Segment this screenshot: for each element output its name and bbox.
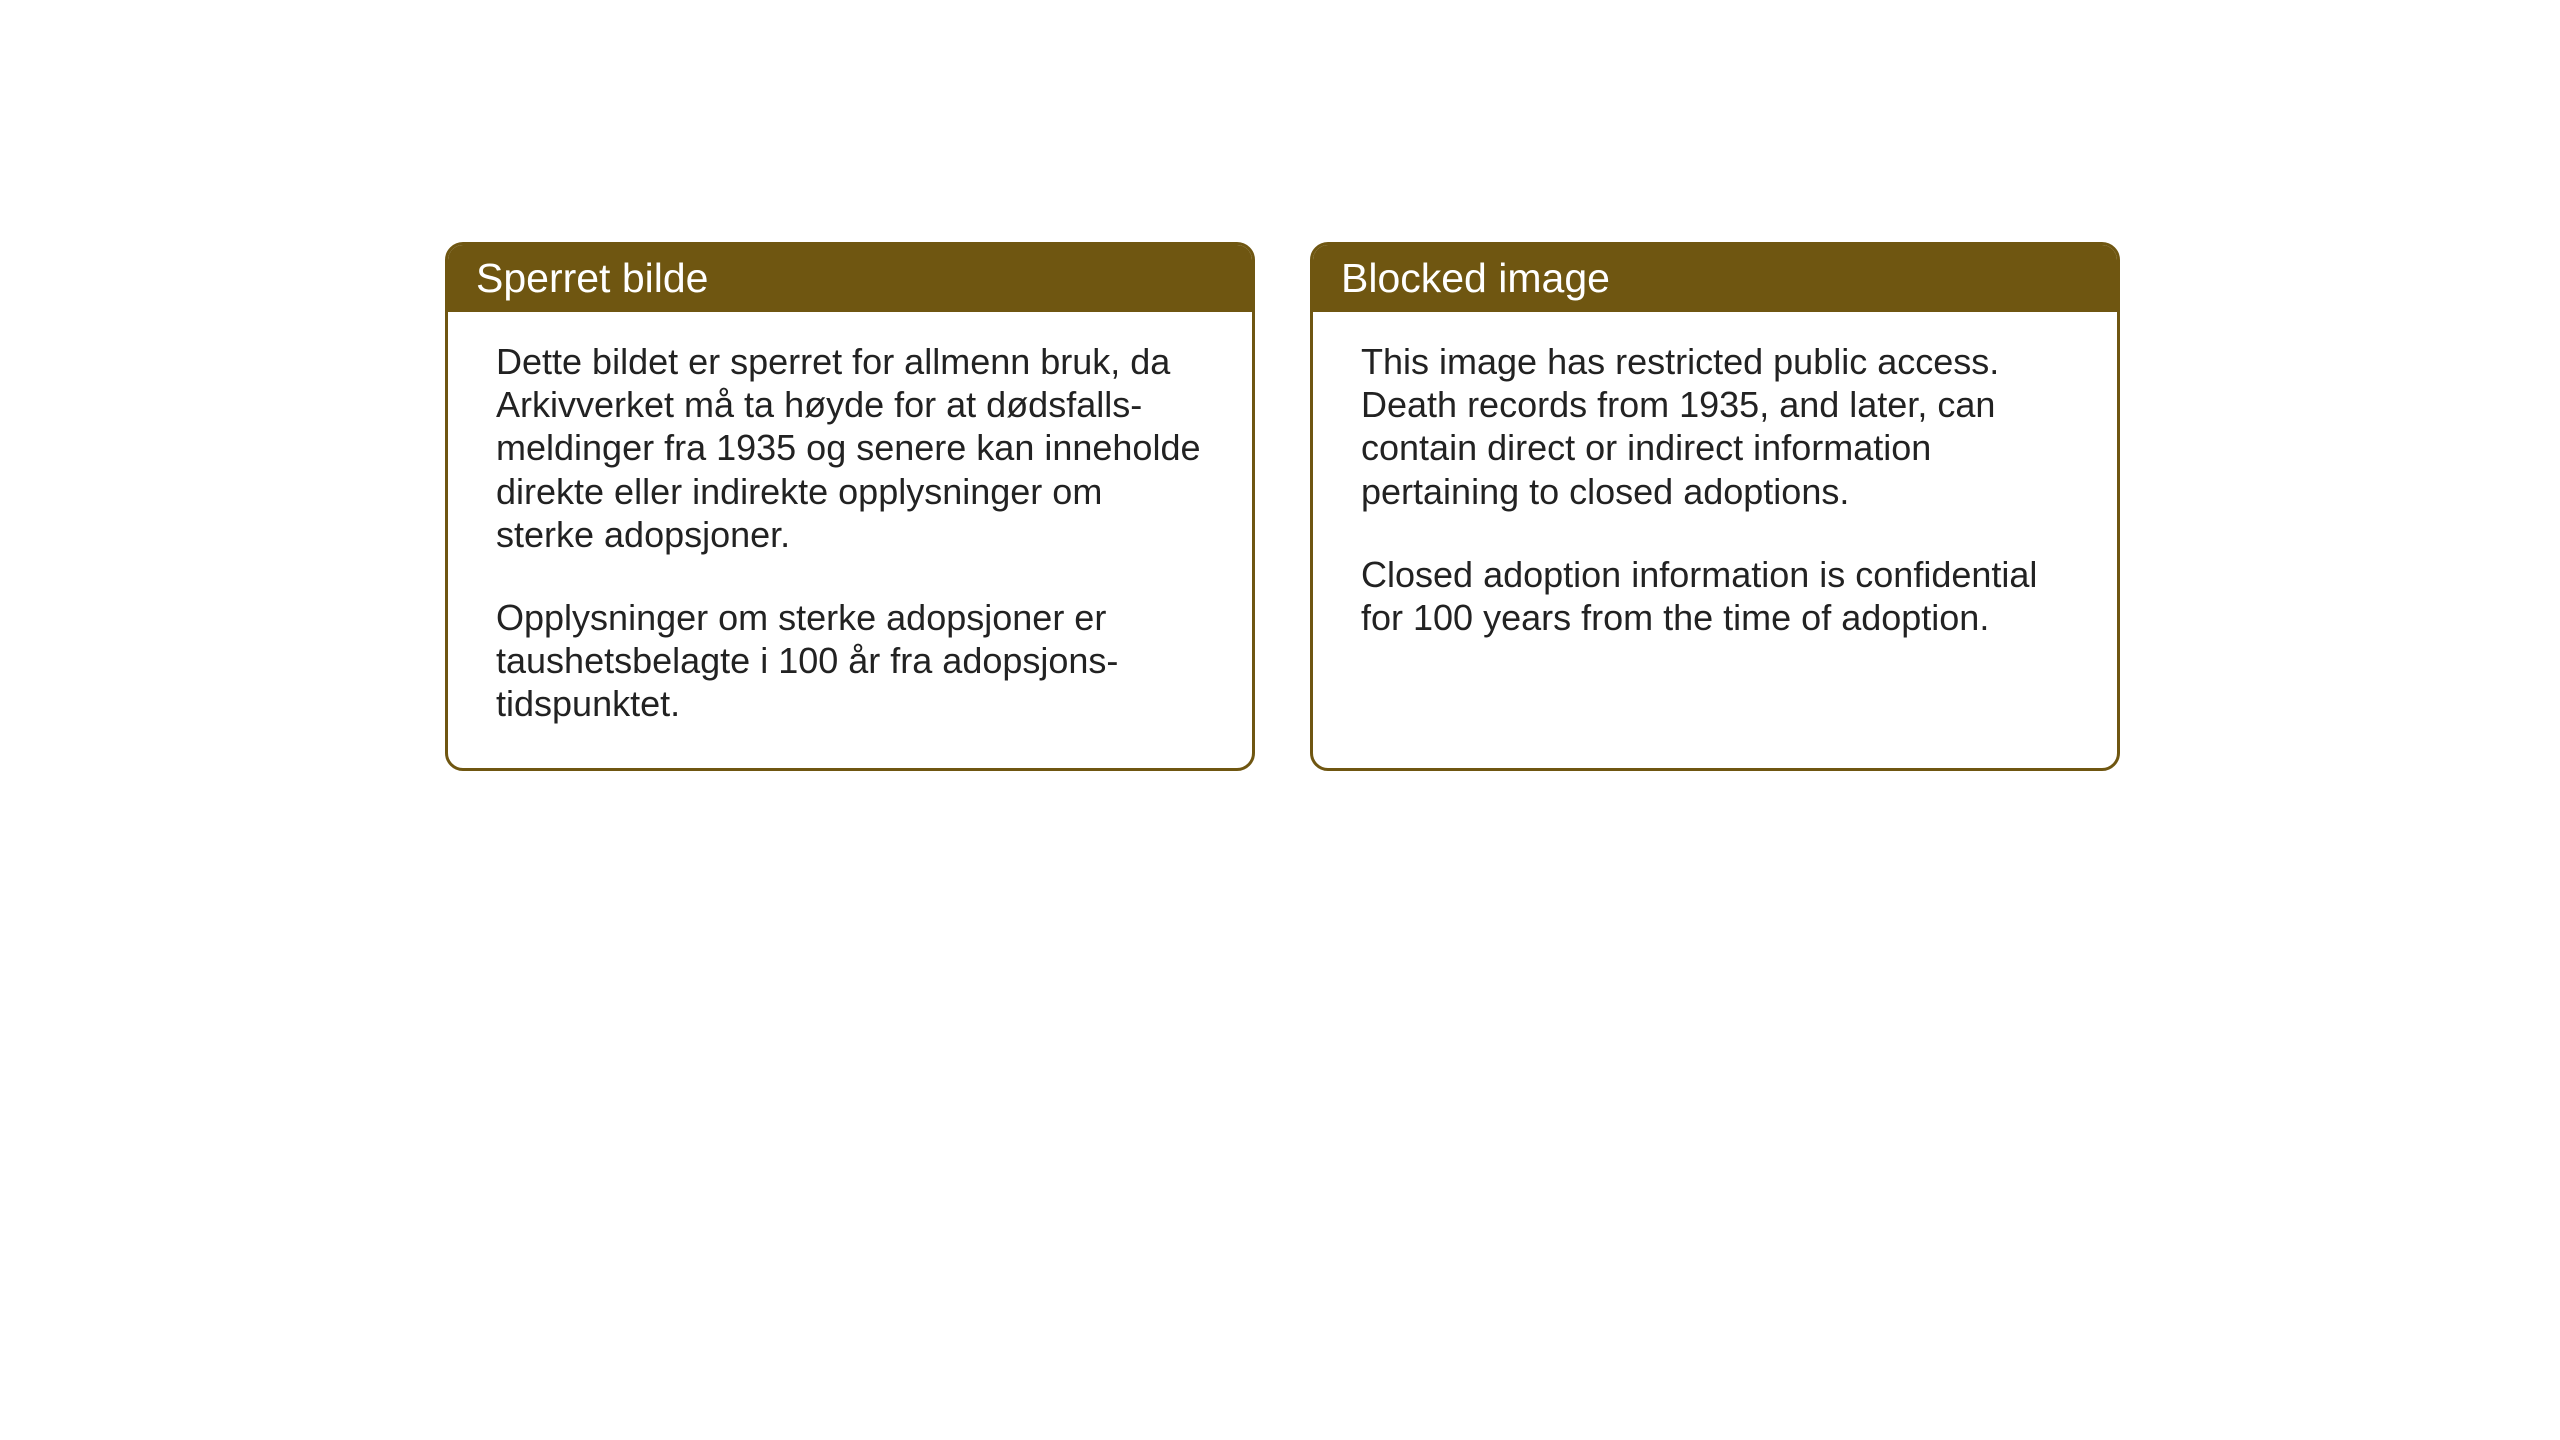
notice-body-english: This image has restricted public access.… — [1313, 312, 2117, 750]
notice-title-english: Blocked image — [1341, 255, 1610, 301]
notice-title-norwegian: Sperret bilde — [476, 255, 708, 301]
notice-paragraph-1-norwegian: Dette bildet er sperret for allmenn bruk… — [496, 340, 1204, 556]
notice-body-norwegian: Dette bildet er sperret for allmenn bruk… — [448, 312, 1252, 768]
notice-paragraph-1-english: This image has restricted public access.… — [1361, 340, 2069, 513]
notice-paragraph-2-norwegian: Opplysninger om sterke adopsjoner er tau… — [496, 596, 1204, 726]
notice-paragraph-2-english: Closed adoption information is confident… — [1361, 553, 2069, 639]
notice-card-english: Blocked image This image has restricted … — [1310, 242, 2120, 771]
notice-header-norwegian: Sperret bilde — [448, 245, 1252, 312]
notice-card-norwegian: Sperret bilde Dette bildet er sperret fo… — [445, 242, 1255, 771]
notice-container: Sperret bilde Dette bildet er sperret fo… — [445, 242, 2120, 771]
notice-header-english: Blocked image — [1313, 245, 2117, 312]
